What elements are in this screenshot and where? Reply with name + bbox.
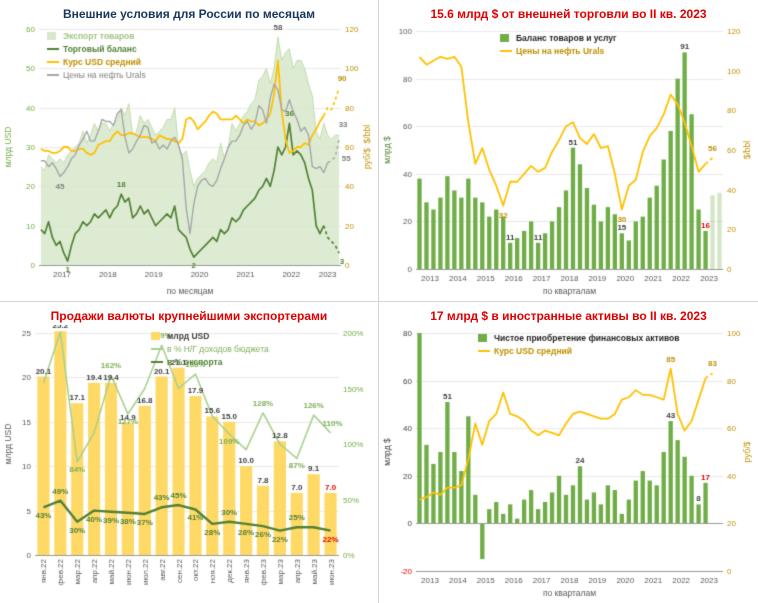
external-conditions-chart xyxy=(3,23,375,297)
trade-balance-chart xyxy=(382,23,755,297)
fx-sales-chart xyxy=(3,325,375,599)
panel-external-conditions: Внешние условия для России по месяцам xyxy=(0,0,378,301)
chart-title-fx-sales: Продажи валюты крупнейшими экспортерами xyxy=(50,309,328,323)
chart-title-foreign-assets: 17 млрд $ в иностранные активы во II кв.… xyxy=(430,309,707,323)
foreign-assets-chart xyxy=(382,325,755,599)
chart-title-external-conditions: Внешние условия для России по месяцам xyxy=(62,7,316,21)
panel-fx-sales: Продажи валюты крупнейшими экспортерами xyxy=(0,302,378,603)
panel-trade-balance: 15.6 млрд $ от внешней торговли во II кв… xyxy=(379,0,758,301)
chart-title-trade-balance: 15.6 млрд $ от внешней торговли во II кв… xyxy=(430,7,707,21)
panel-foreign-assets: 17 млрд $ в иностранные активы во II кв.… xyxy=(379,302,758,603)
